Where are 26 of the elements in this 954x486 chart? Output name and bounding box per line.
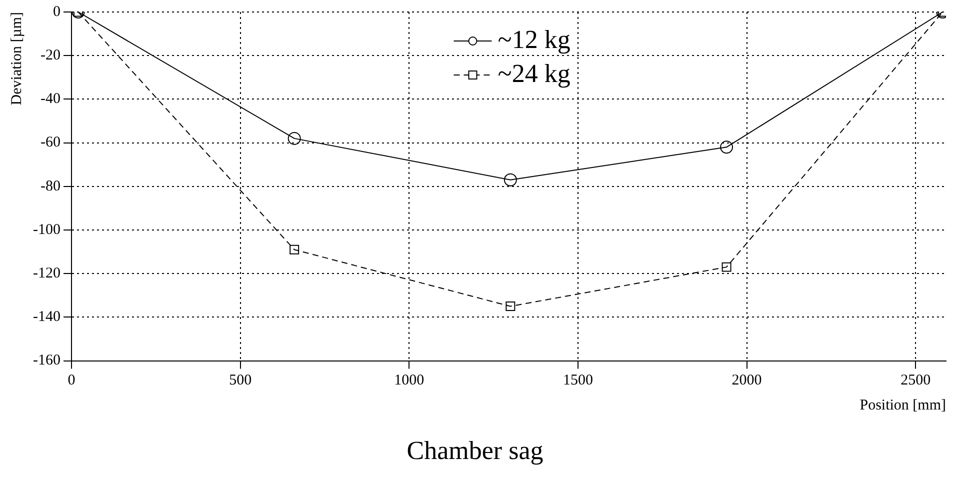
point xyxy=(720,140,734,154)
x-tick-label: 2000 xyxy=(732,372,762,389)
legend-label: ~24 kg xyxy=(498,58,570,88)
x-tick-label: 1000 xyxy=(394,372,424,389)
y-tick-label: -140 xyxy=(32,309,60,326)
y-tick-label: -20 xyxy=(40,48,60,64)
x-tick-label: 2500 xyxy=(900,372,931,389)
y-tick-label: 0 xyxy=(52,4,60,20)
point xyxy=(290,244,300,254)
y-tick-label: -80 xyxy=(40,178,60,194)
y-tick-label: -160 xyxy=(32,352,60,369)
y-axis-title: Deviation [µm] xyxy=(8,12,25,106)
y-tick-label: -100 xyxy=(32,222,60,238)
y-tick-label: -120 xyxy=(32,266,60,282)
x-tick-label: 1500 xyxy=(562,372,593,389)
point xyxy=(722,262,732,272)
x-axis-title: Position [mm] xyxy=(860,398,946,414)
text: Chamber sag xyxy=(406,436,544,466)
point xyxy=(288,132,301,145)
legend-label: ~12 kg xyxy=(498,24,570,54)
x-tick-label: 0 xyxy=(68,372,76,389)
y-tick-label: -40 xyxy=(40,91,60,108)
x-tick-label: 500 xyxy=(229,372,252,389)
y-tick-label: -60 xyxy=(40,134,60,151)
point xyxy=(506,302,516,312)
point xyxy=(504,173,517,186)
